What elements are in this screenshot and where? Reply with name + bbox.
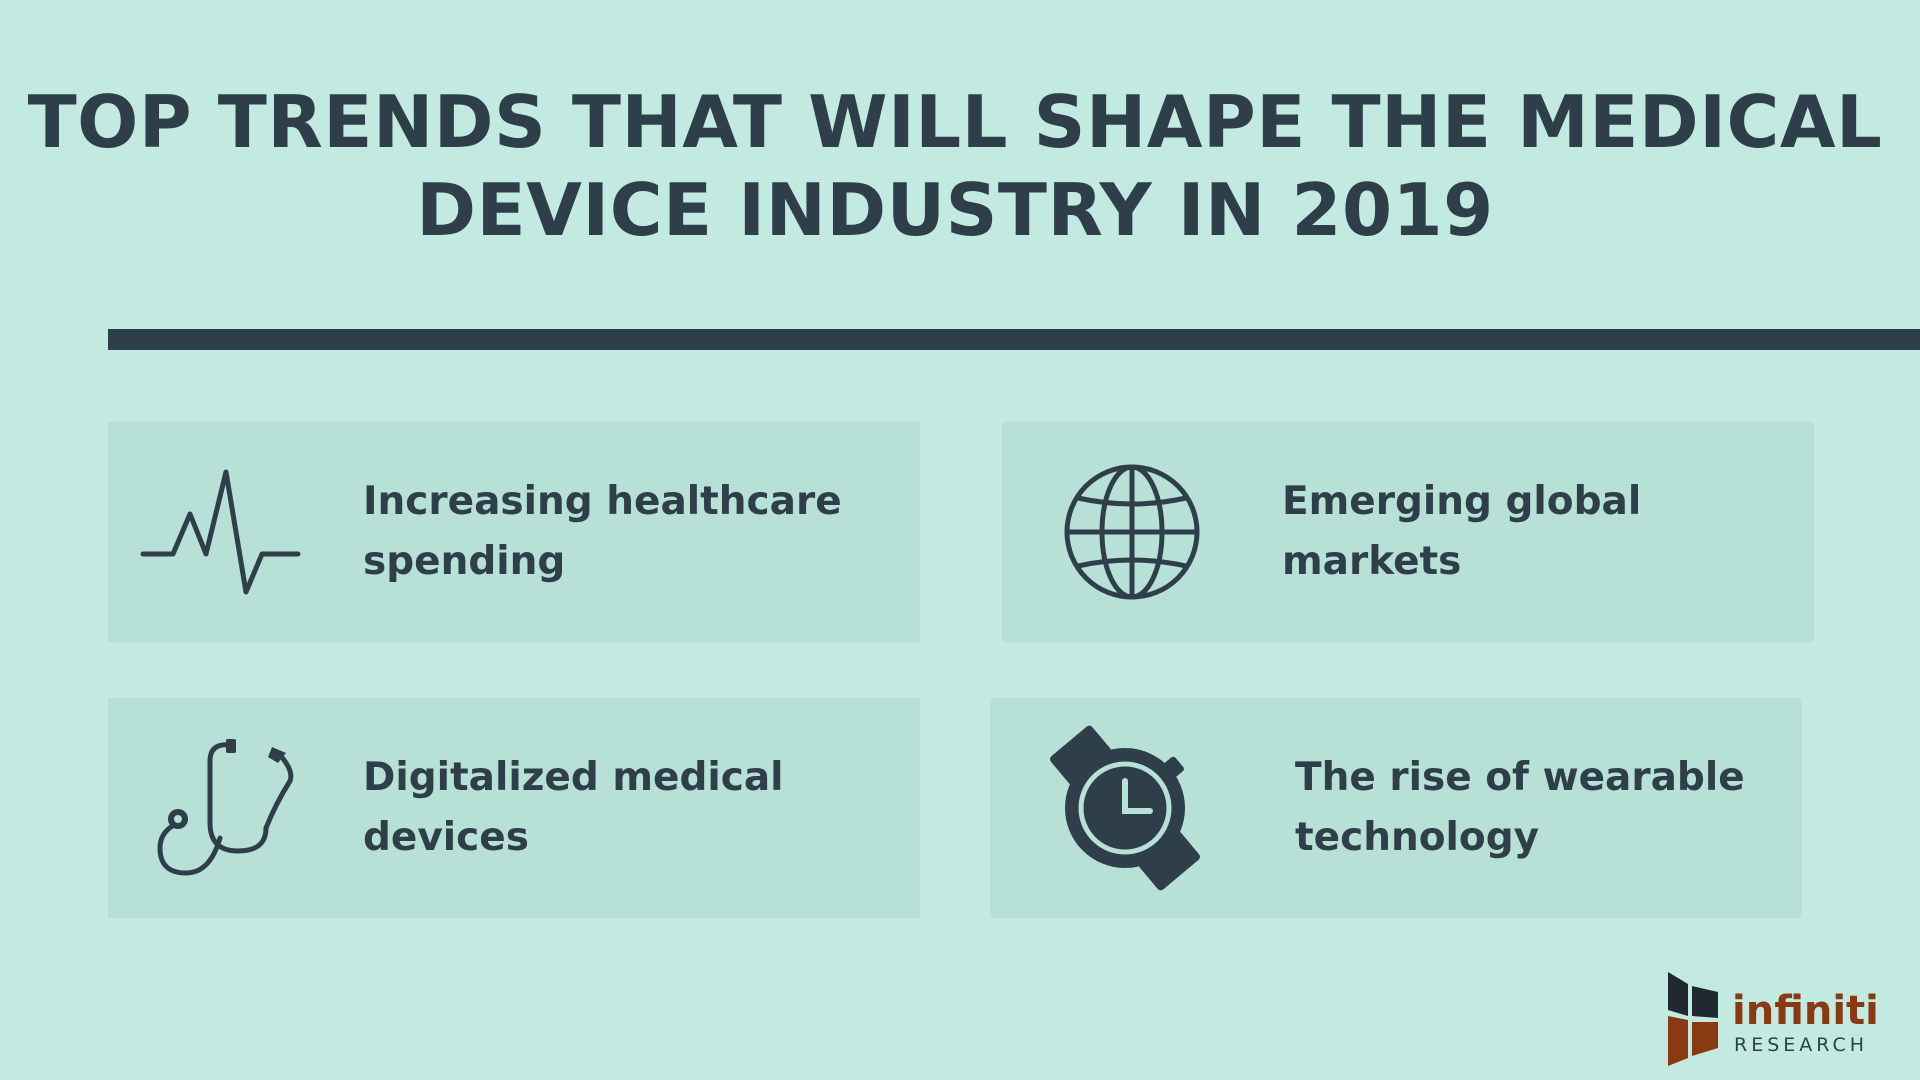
wristwatch-icon — [1040, 698, 1210, 918]
stethoscope-icon — [148, 698, 298, 918]
title-line-1: TOP TRENDS THAT WILL SHAPE THE MEDICAL — [27, 80, 1883, 164]
trend-label: Digitalized medical devices — [363, 755, 784, 860]
trend-card-global-markets: Emerging global markets — [1002, 422, 1814, 642]
trend-label: Emerging global markets — [1282, 479, 1642, 584]
trend-card-healthcare-spending: Increasing healthcare spending — [108, 422, 920, 642]
logo-mark-icon — [1668, 972, 1718, 1066]
logo-subtitle: RESEARCH — [1734, 1034, 1869, 1056]
heartbeat-icon — [138, 422, 308, 642]
globe-icon — [1052, 422, 1212, 642]
title-line-2: DEVICE INDUSTRY IN 2019 — [416, 168, 1494, 252]
title-divider — [108, 329, 1920, 350]
page-title: TOP TRENDS THAT WILL SHAPE THE MEDICAL D… — [0, 78, 1910, 254]
trend-label: Increasing healthcare spending — [363, 479, 842, 584]
trend-card-digitalized-devices: Digitalized medical devices — [108, 698, 920, 918]
trend-label: The rise of wearable technology — [1295, 755, 1745, 860]
trend-card-wearable-technology: The rise of wearable technology — [990, 698, 1802, 918]
infiniti-research-logo: infiniti RESEARCH — [1664, 970, 1879, 1070]
logo-wordmark: infiniti — [1732, 988, 1879, 1034]
